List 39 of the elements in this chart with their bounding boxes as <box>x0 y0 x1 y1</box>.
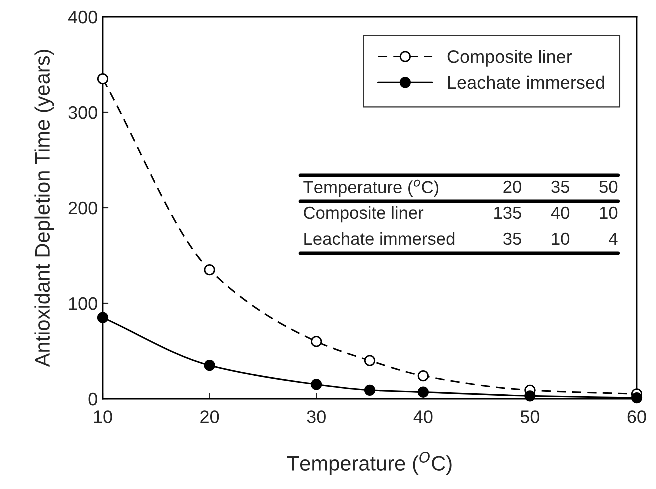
x-tick-label: 50 <box>520 410 540 424</box>
annotation: 10 <box>600 206 618 220</box>
legend-label: Composite liner <box>448 50 572 67</box>
annotation: 35 <box>552 180 570 194</box>
annotation: 20 <box>504 180 522 194</box>
point <box>97 312 109 324</box>
annotation: 40 <box>551 206 570 220</box>
x-tick-label: 30 <box>307 410 326 424</box>
y-tick-label: 300 <box>68 106 98 120</box>
annotation: Leachate immersed <box>304 232 455 246</box>
point <box>204 264 216 276</box>
y-tick-label: 0 <box>88 392 98 406</box>
x-tick-label: 10 <box>94 410 112 424</box>
annotation: 35 <box>504 232 522 246</box>
annotation: 135 <box>494 206 522 220</box>
y-tick-label: 100 <box>69 297 98 310</box>
annotation: 10 <box>552 232 570 246</box>
point <box>311 336 322 348</box>
annotation: 4 <box>609 233 618 245</box>
y-axis-title: Antioxidant Depletion Time (years) <box>34 50 54 368</box>
point <box>418 386 429 398</box>
point <box>364 384 376 396</box>
point <box>418 370 429 382</box>
x-tick-label: 40 <box>414 410 433 424</box>
x-tick-label: 60 <box>628 410 646 424</box>
annotation: Temperature ($^{o}$C) <box>304 180 439 197</box>
point <box>97 74 109 85</box>
point <box>631 392 643 404</box>
annotation: Composite liner <box>304 206 424 223</box>
point <box>524 390 536 402</box>
point <box>311 379 322 390</box>
y-tick-label: 200 <box>68 202 98 215</box>
point <box>204 360 216 372</box>
x-tick-label: 20 <box>200 410 220 424</box>
x-axis-title: Temperature ($^{O}$C) <box>287 452 452 476</box>
legend-label: Leachate immersed <box>448 76 604 90</box>
annotation: 50 <box>600 180 618 194</box>
point <box>364 355 376 366</box>
y-tick-label: 400 <box>68 10 98 24</box>
